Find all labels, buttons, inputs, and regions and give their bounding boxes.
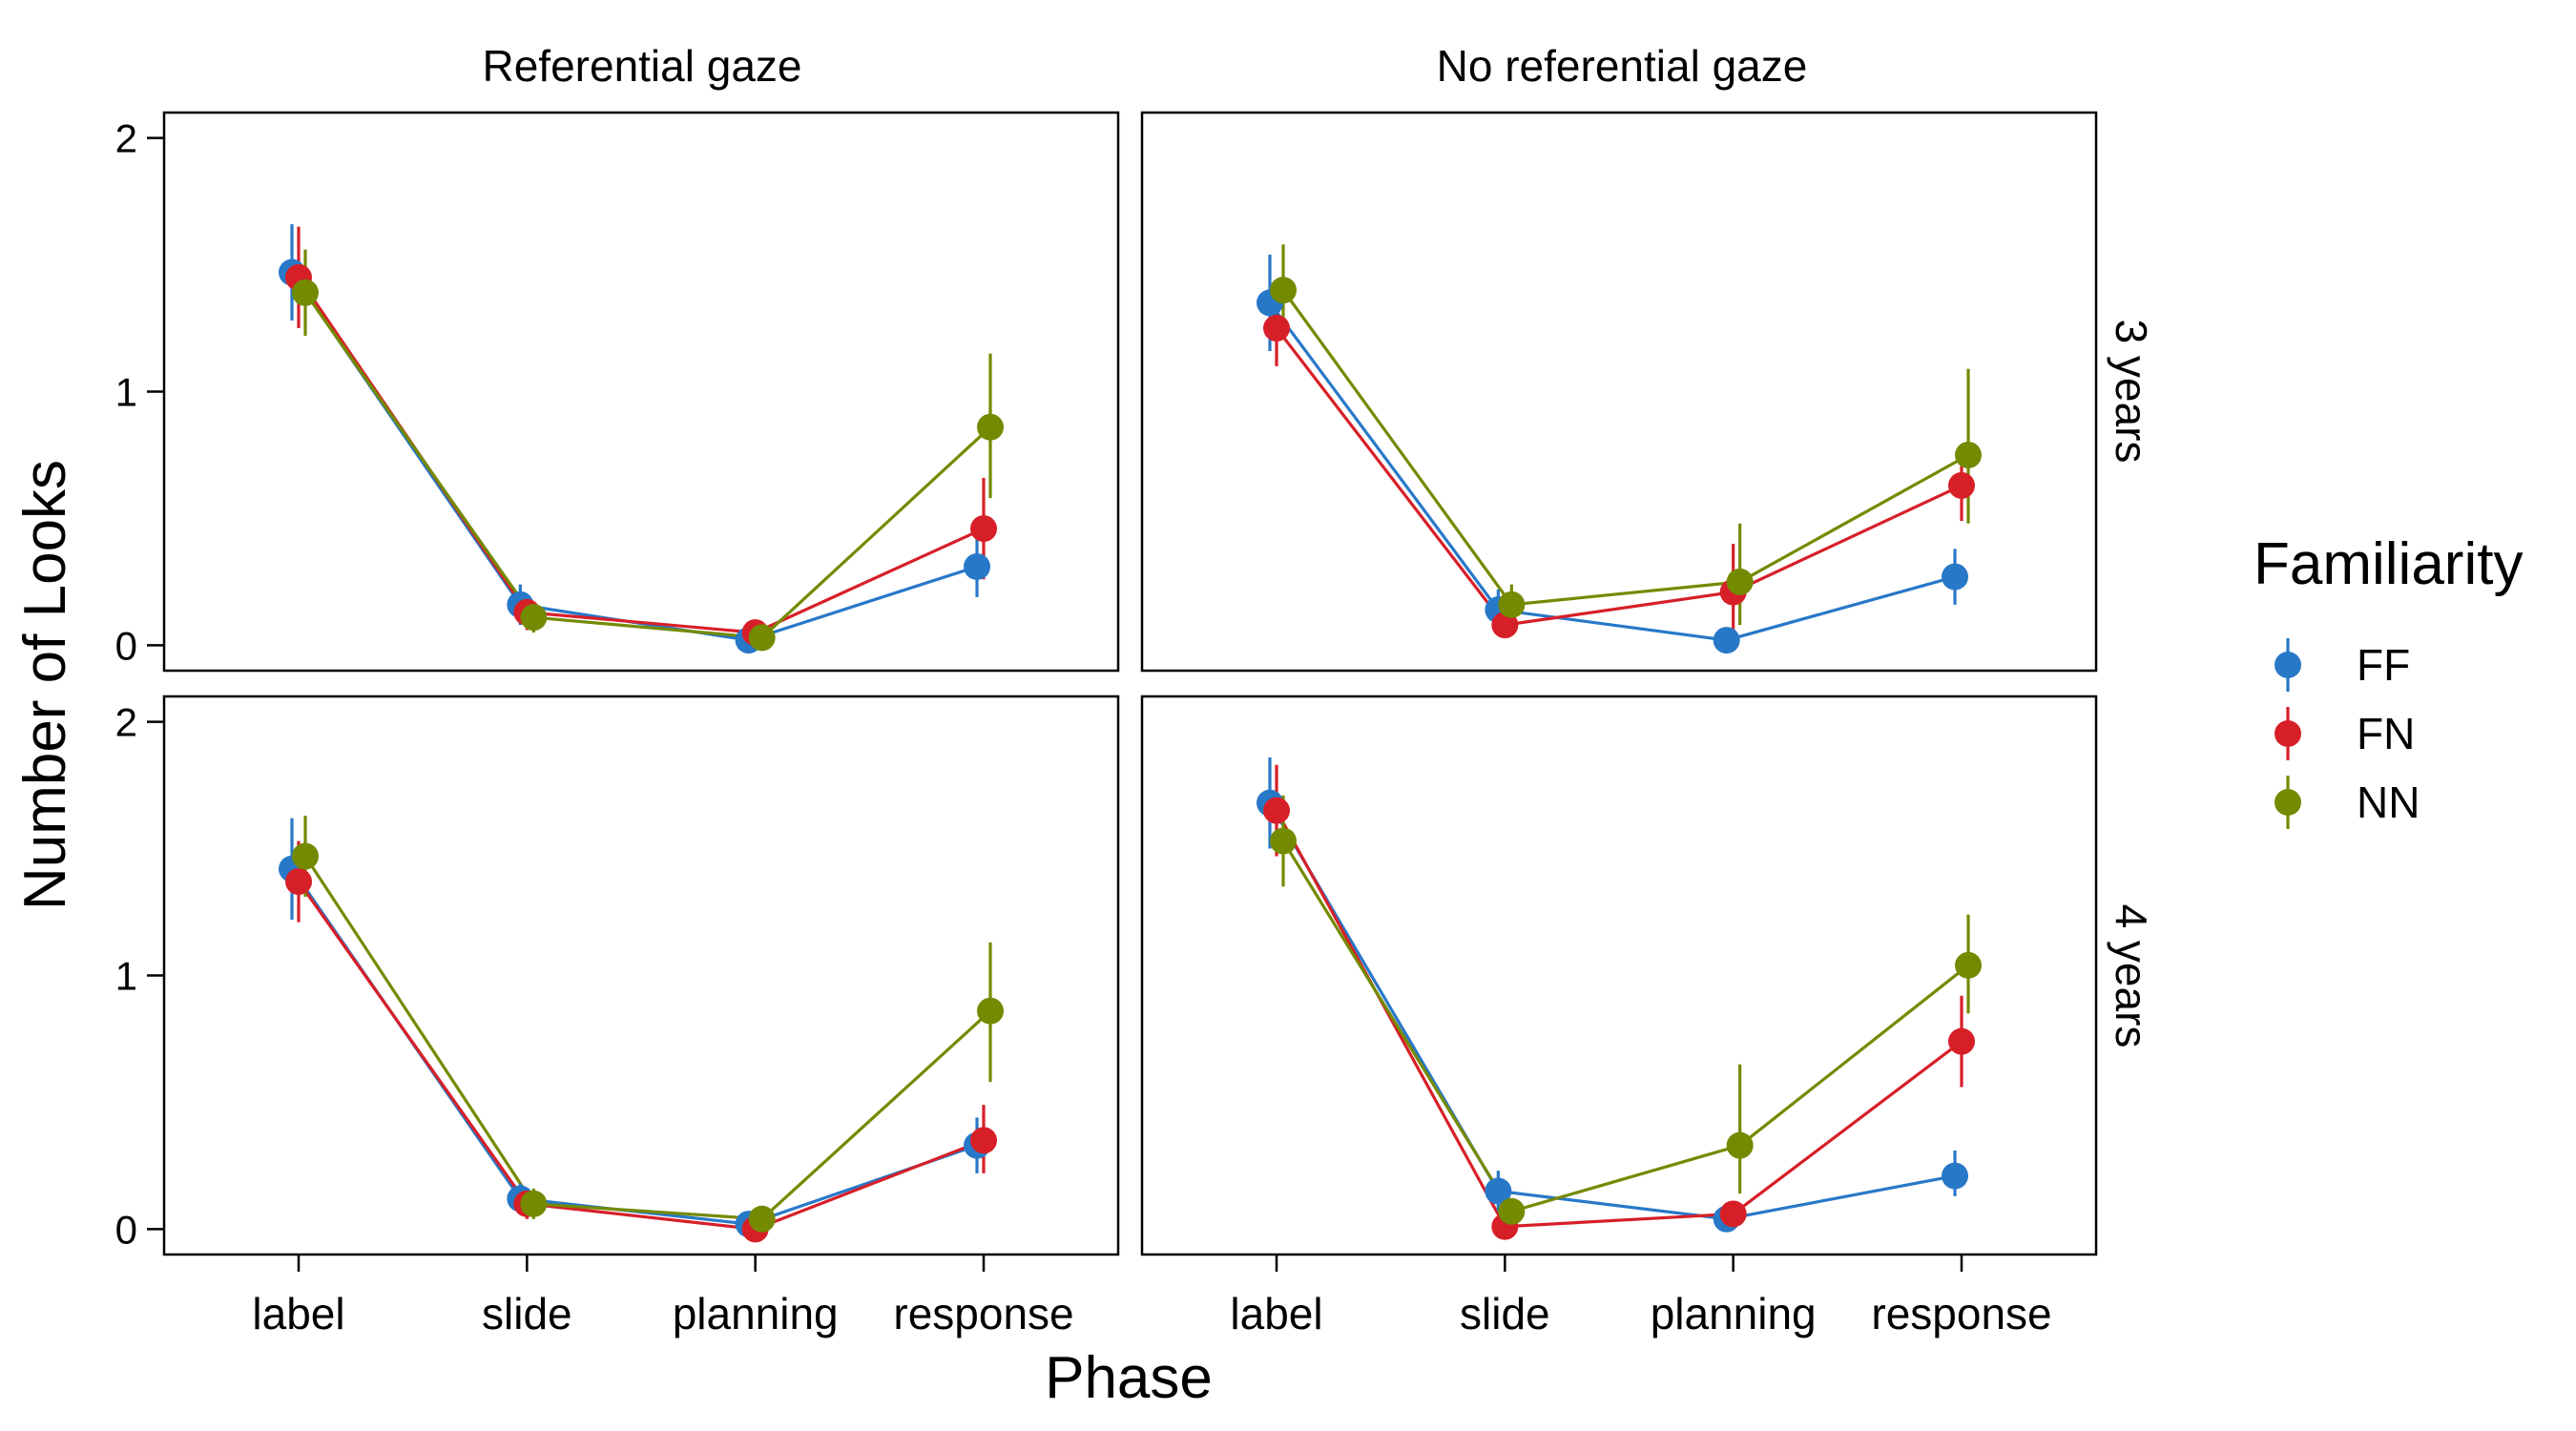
legend-key-point [2275, 652, 2301, 678]
x-axis-title: Phase [1045, 1345, 1213, 1411]
legend-label-fn: FN [2357, 709, 2415, 758]
facet-col-label-no-referential-gaze: No referential gaze [1437, 41, 1808, 91]
data-point-nn-slide [520, 604, 548, 632]
series-line-ff [290, 271, 978, 642]
facet-col-label-referential-gaze: Referential gaze [483, 41, 802, 91]
legend: Familiarity FF FN NN [2254, 531, 2523, 829]
panel-3-years-no-referential-gaze [1257, 244, 1982, 654]
legend-entries: FF FN NN [2275, 638, 2420, 829]
series-line-fn [297, 276, 985, 634]
data-point-fn-response [1948, 1027, 1975, 1055]
series-line-fn [1275, 327, 1963, 627]
data-point-ff-slide [1485, 1177, 1512, 1205]
data-point-fn-response [970, 515, 997, 543]
data-point-ff-response [1942, 563, 1968, 591]
series-line-nn [303, 291, 992, 640]
facet-column-labels: Referential gaze No referential gaze [483, 41, 1808, 91]
data-point-nn-slide [520, 1190, 548, 1217]
panel-4-years-no-referential-gaze [1257, 757, 1982, 1240]
panel-frame-3-years-no-referential-gaze [1140, 111, 2098, 673]
facet-row-labels: 3 years 4 years [2107, 320, 2156, 1048]
data-point-nn-slide [1498, 591, 1526, 618]
series-line-ff [1268, 801, 1956, 1221]
legend-key-point [2275, 789, 2301, 816]
series-line-ff [1268, 301, 1956, 642]
data-point-ff-response [1942, 1162, 1968, 1190]
panel-4-years-referential-gaze [279, 815, 1004, 1243]
x-axis-no-referential-gaze: label slide planning response [1230, 1255, 2052, 1338]
data-point-fn-label [1263, 797, 1290, 824]
data-point-nn-planning [748, 1205, 776, 1233]
chart-panels: 0 1 2 0 1 2 label slide planning response label sli… [115, 111, 2098, 1338]
x-tick-label-label: label [1230, 1289, 1322, 1338]
y-tick-label: 1 [115, 370, 137, 415]
data-point-nn-response [1955, 441, 1982, 468]
x-tick-label-response: response [1871, 1289, 2051, 1338]
series-line-fn [297, 881, 985, 1232]
y-tick-label: 1 [115, 954, 137, 999]
data-point-nn-planning [748, 624, 776, 652]
facet-row-label-3-years: 3 years [2107, 320, 2156, 464]
data-point-ff-planning [1713, 627, 1740, 654]
series-line-nn [1281, 289, 1969, 607]
legend-label-nn: NN [2357, 778, 2420, 827]
legend-entry-ff: FF [2275, 638, 2410, 692]
y-tick-label: 2 [115, 700, 137, 745]
y-axis-4-years: 0 1 2 [115, 700, 164, 1252]
facet-row-label-4-years: 4 years [2107, 904, 2156, 1048]
x-tick-label-slide: slide [1460, 1289, 1550, 1338]
panel-frame-3-years-referential-gaze [162, 111, 1120, 673]
legend-title: Familiarity [2254, 531, 2523, 597]
x-axis-referential-gaze: label slide planning response [252, 1255, 1074, 1338]
y-tick-label: 0 [115, 623, 137, 668]
data-point-nn-label [1270, 277, 1297, 304]
data-point-fn-response [970, 1127, 997, 1154]
data-point-nn-label [1270, 827, 1297, 855]
data-point-nn-planning [1726, 1131, 1754, 1159]
legend-label-ff: FF [2357, 640, 2410, 690]
series-line-nn [1281, 840, 1969, 1213]
data-point-nn-label [292, 842, 319, 870]
data-point-nn-response [977, 413, 1004, 441]
series-line-ff [290, 867, 978, 1226]
x-tick-label-planning: planning [1651, 1289, 1817, 1338]
y-axis-title: Number of Looks [12, 460, 78, 910]
data-point-nn-slide [1498, 1197, 1526, 1225]
data-point-fn-slide [1491, 612, 1519, 639]
data-point-nn-label [292, 279, 319, 306]
panel-frame-4-years-referential-gaze [162, 695, 1120, 1256]
data-point-fn-label [285, 868, 312, 896]
panel-frame-4-years-no-referential-gaze [1140, 695, 2098, 1256]
series-line-fn [1275, 809, 1963, 1229]
x-tick-label-planning: planning [673, 1289, 839, 1338]
x-tick-label-response: response [893, 1289, 1073, 1338]
data-point-fn-label [1263, 315, 1290, 342]
y-axis-3-years: 0 1 2 [115, 116, 164, 668]
data-point-nn-planning [1726, 568, 1754, 595]
legend-entry-fn: FN [2275, 707, 2415, 760]
legend-entry-nn: NN [2275, 776, 2420, 829]
x-tick-label-slide: slide [482, 1289, 572, 1338]
y-tick-label: 2 [115, 116, 137, 161]
data-point-nn-response [1955, 951, 1982, 979]
panel-3-years-referential-gaze [279, 224, 1004, 654]
x-tick-label-label: label [252, 1289, 344, 1338]
data-point-nn-response [977, 997, 1004, 1025]
data-point-fn-response [1948, 471, 1975, 499]
data-point-fn-planning [1719, 1200, 1747, 1228]
legend-key-point [2275, 720, 2301, 747]
y-tick-label: 0 [115, 1207, 137, 1252]
data-point-ff-response [964, 552, 990, 580]
series-line-nn [303, 855, 992, 1221]
